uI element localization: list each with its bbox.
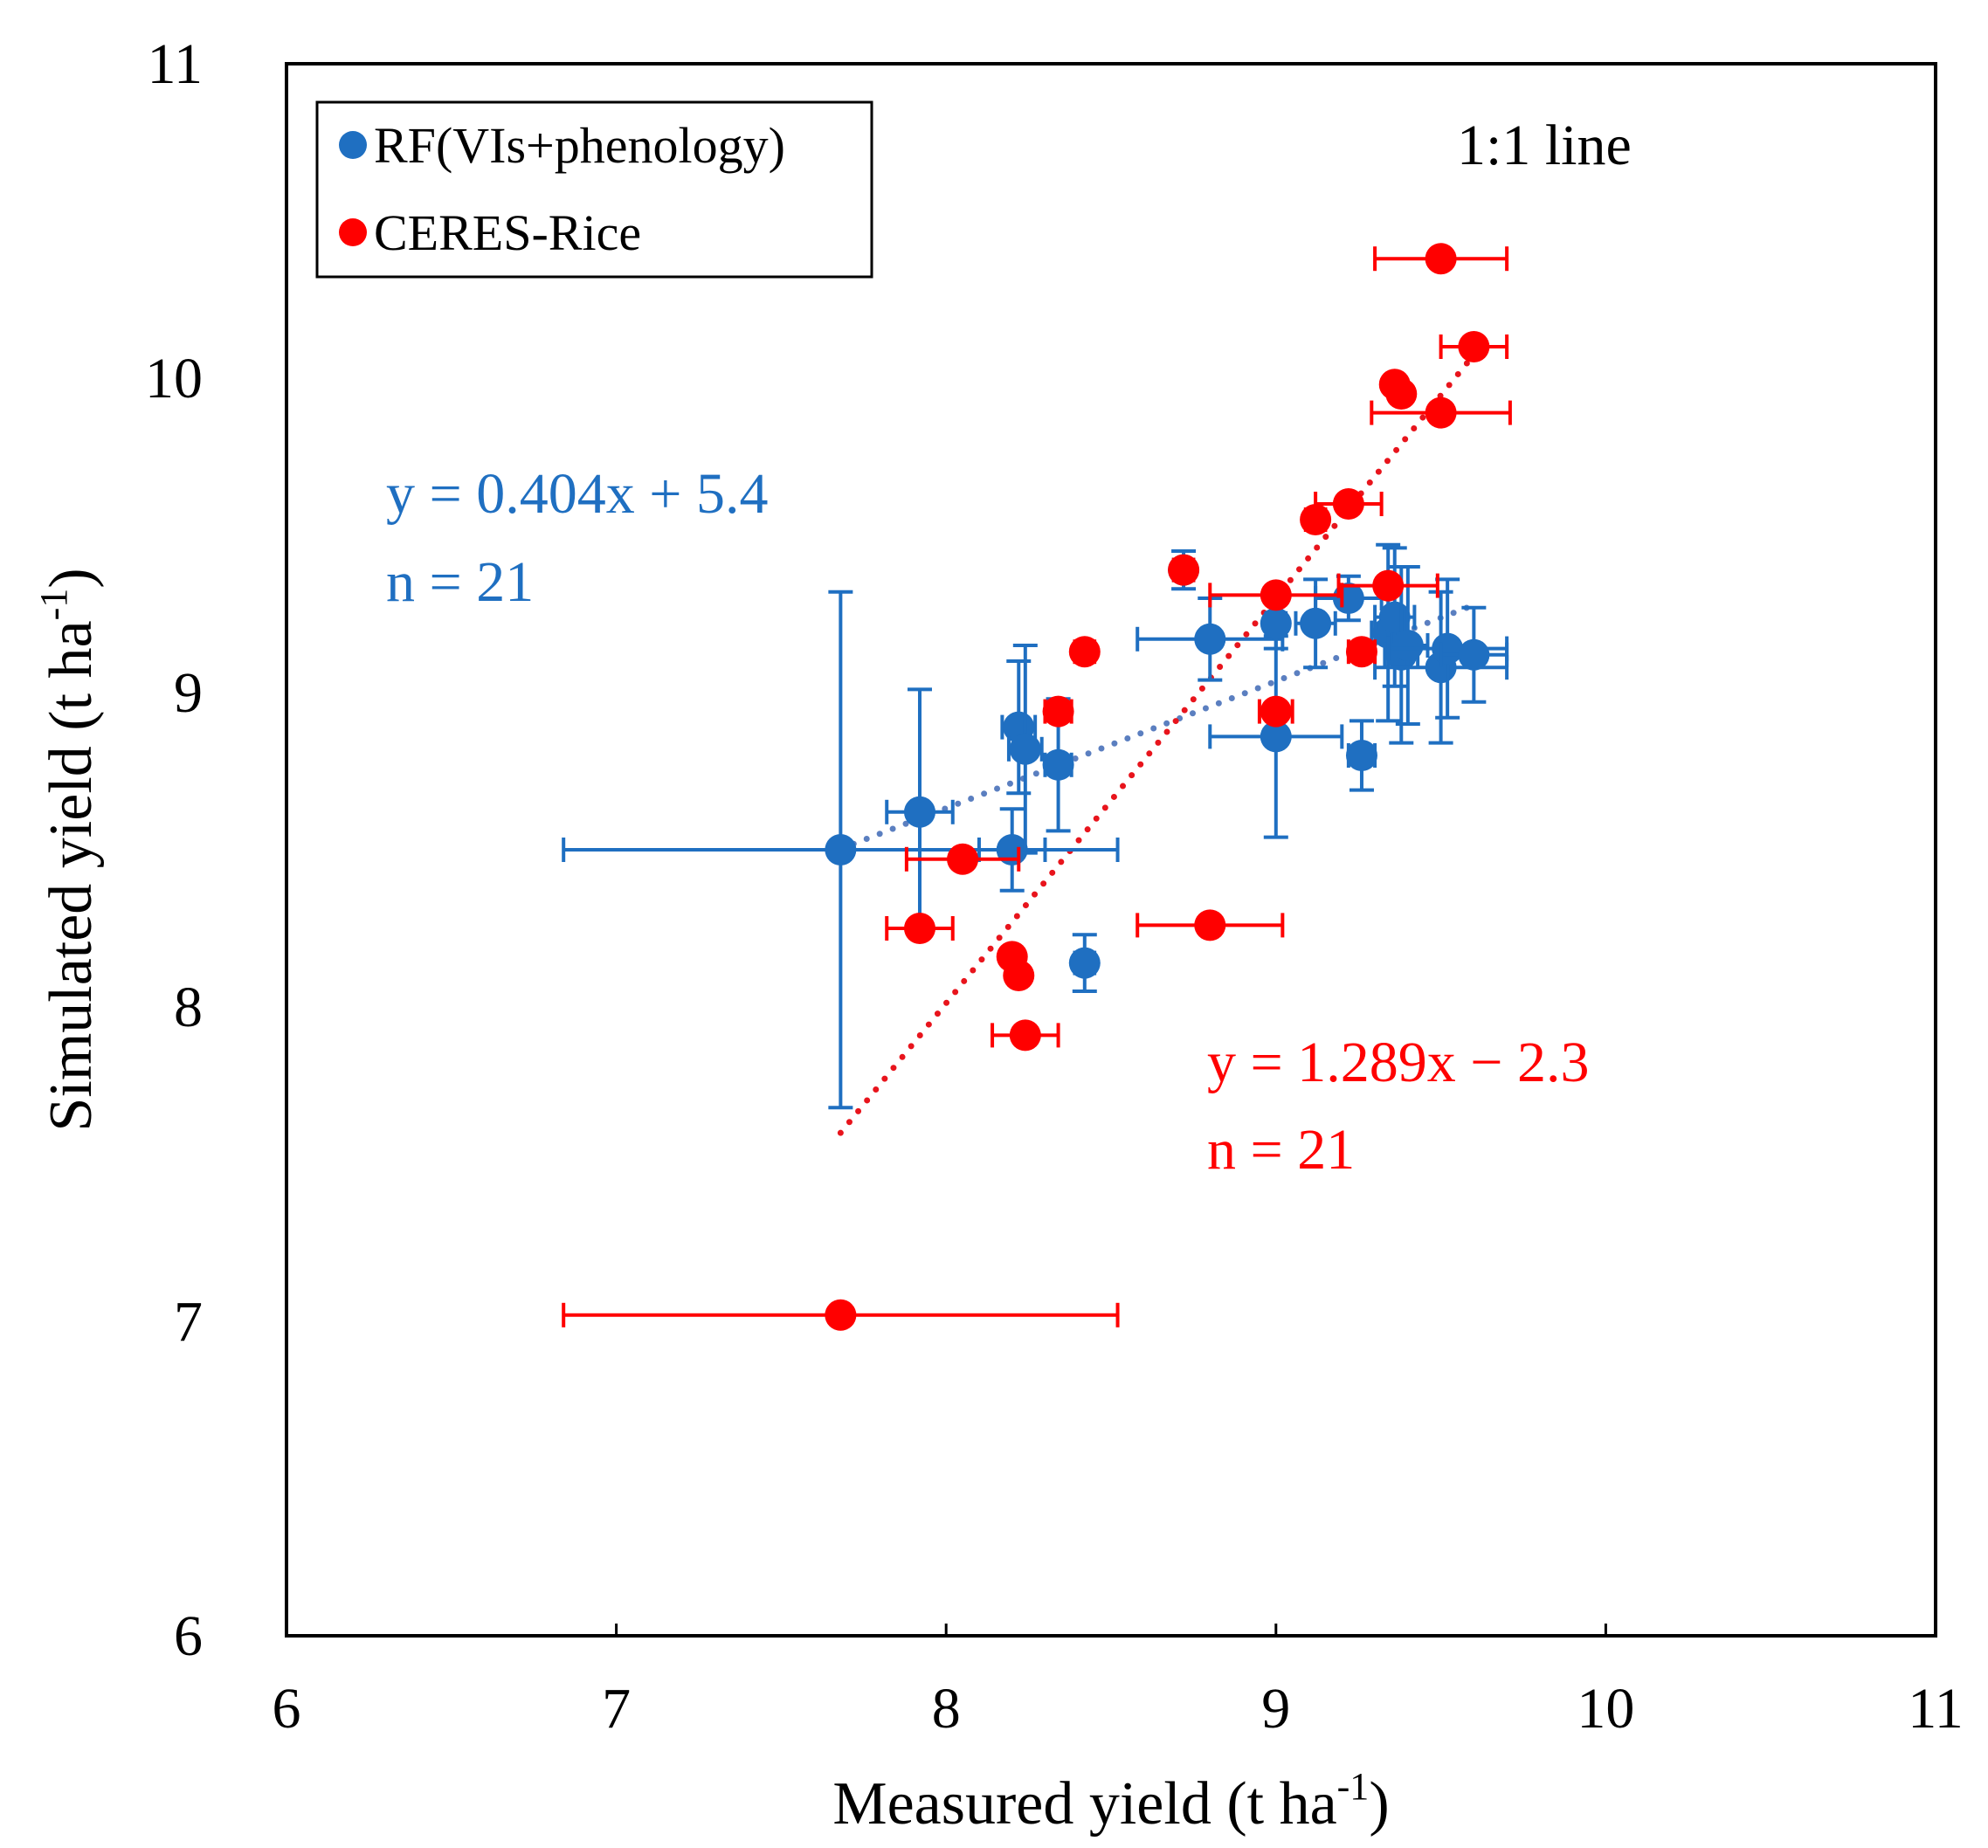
x-tick-label: 6 (273, 1677, 301, 1741)
data-point (1458, 638, 1490, 671)
plot-frame (285, 62, 1937, 1638)
y-tick-label: 11 (147, 32, 203, 96)
data-point (1432, 632, 1464, 665)
data-point (903, 913, 935, 944)
y-axis-title-sup: -1 (32, 589, 75, 621)
y-axis-title-close: ) (38, 568, 105, 588)
ceres-n-label: n = 21 (1207, 1118, 1355, 1182)
data-point (1003, 960, 1035, 991)
x-axis-title-sup: -1 (1337, 1765, 1370, 1808)
data-point (1009, 1019, 1041, 1052)
x-axis-title-close: ) (1369, 1770, 1389, 1838)
data-point (1425, 396, 1457, 429)
y-tick-label: 9 (174, 661, 203, 725)
data-point (1260, 695, 1292, 727)
data-point (1345, 636, 1377, 668)
x-axis-title: Measured yield (t ha-1) (832, 1765, 1389, 1838)
data-point (1345, 740, 1377, 771)
data-point (1372, 569, 1405, 602)
ceres-equation: y = 1.289x − 2.3 (1207, 1031, 1589, 1094)
data-point (1068, 636, 1101, 668)
legend-label-1: CERES-Rice (374, 204, 641, 261)
data-point (1300, 607, 1332, 639)
data-point (1009, 733, 1041, 765)
data-point (947, 843, 979, 875)
trend-line-series-1 (837, 351, 1477, 1136)
data-point (1300, 504, 1332, 535)
data-point (1425, 243, 1457, 275)
data-point (1068, 947, 1101, 979)
data-point (1332, 488, 1364, 520)
trend-line-series-0 (837, 602, 1477, 852)
y-tick-label: 8 (174, 976, 203, 1039)
data-point (825, 834, 857, 865)
x-tick-label: 10 (1577, 1677, 1634, 1741)
data-point (1194, 623, 1226, 655)
data-point (1042, 748, 1074, 781)
y-tick-label: 6 (174, 1604, 203, 1668)
y-tick-label: 7 (174, 1290, 203, 1354)
one-to-one-label: 1:1 line (1457, 114, 1632, 177)
y-axis-title-main: Simulated yield (t ha (38, 620, 105, 1131)
rf-equation: y = 0.404x + 5.4 (386, 462, 768, 526)
x-tick-label: 8 (932, 1677, 961, 1741)
data-point (1260, 721, 1292, 753)
y-tick-label: 10 (145, 347, 203, 410)
x-tick-label: 9 (1261, 1677, 1290, 1741)
legend-marker-1 (339, 218, 367, 246)
legend-marker-0 (339, 131, 367, 159)
data-point (1194, 909, 1226, 941)
data-point (1385, 378, 1418, 410)
legend-label-0: RF(VIs+phenology) (374, 117, 785, 174)
x-axis-title-main: Measured yield (t ha (832, 1770, 1336, 1838)
data-point (1458, 331, 1490, 362)
x-tick-label: 7 (602, 1677, 631, 1741)
data-point (1260, 579, 1292, 611)
series-1 (562, 243, 1512, 1331)
data-point (1391, 630, 1424, 661)
data-point (903, 796, 935, 828)
legend-box (315, 100, 873, 279)
data-point (1168, 554, 1200, 586)
data-point (1378, 601, 1411, 633)
y-axis-title: Simulated yield (t ha-1) (32, 568, 105, 1131)
x-tick-label: 11 (1908, 1677, 1964, 1741)
data-point (1260, 607, 1292, 639)
rf-n-label: n = 21 (386, 550, 534, 614)
data-point (825, 1299, 857, 1331)
data-point (1042, 695, 1074, 727)
